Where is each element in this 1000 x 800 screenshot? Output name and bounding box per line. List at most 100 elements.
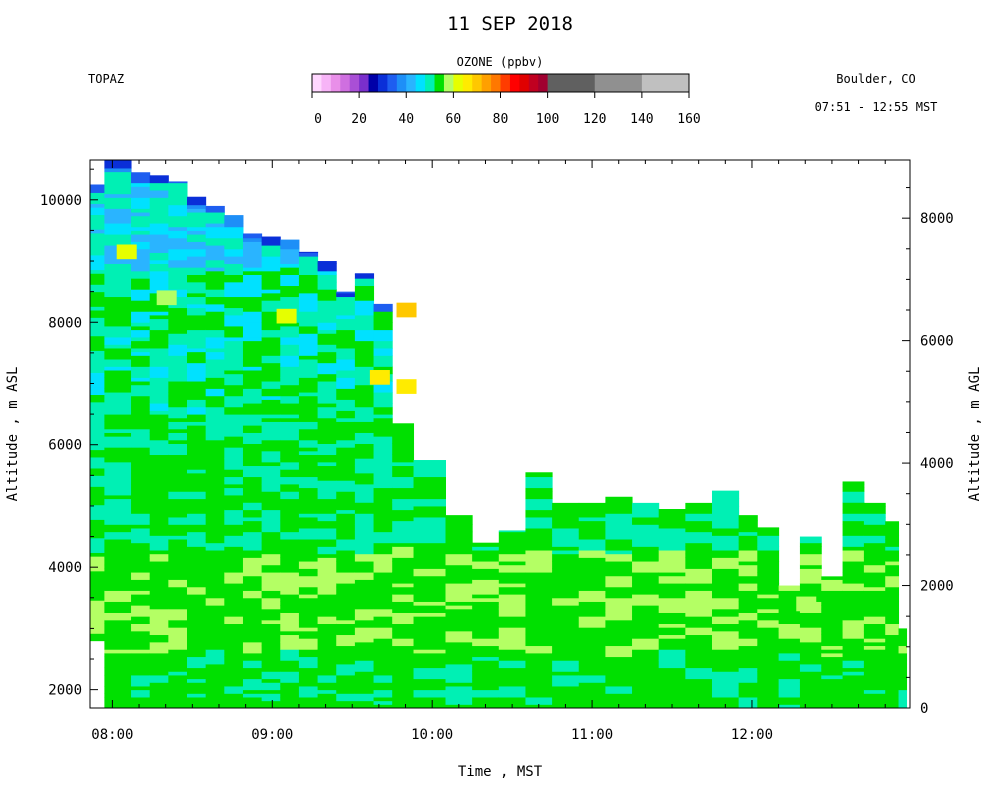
ozone-cell	[525, 561, 553, 573]
ozone-cell	[738, 667, 758, 680]
ozone-cell	[168, 498, 188, 511]
ozone-cell	[149, 263, 169, 272]
ozone-cell	[205, 689, 225, 702]
ozone-cell	[685, 568, 713, 573]
ozone-cell	[373, 663, 393, 669]
ozone-cell	[104, 641, 132, 650]
ozone-cell	[738, 612, 758, 621]
ozone-cell	[104, 358, 132, 367]
ozone-cell	[354, 472, 375, 485]
ozone-cell	[149, 223, 169, 235]
ozone-cell	[578, 516, 606, 522]
ozone-cell	[131, 384, 151, 397]
ozone-cell	[104, 652, 132, 658]
ozone-cell	[261, 531, 281, 544]
ozone-cell	[525, 634, 553, 647]
ozone-cell	[224, 351, 244, 364]
ozone-cell	[413, 527, 447, 536]
ozone-cell	[799, 536, 822, 544]
ozone-cell	[187, 421, 207, 426]
ozone-cell	[104, 550, 132, 555]
ozone-cell	[317, 579, 337, 588]
ozone-cell	[413, 689, 447, 698]
ozone-cell	[242, 491, 263, 503]
ozone-cell	[90, 556, 105, 568]
colorbar-swatch	[500, 74, 511, 92]
ozone-cell	[261, 516, 281, 529]
ozone-cell	[711, 616, 740, 625]
colorbar-swatch	[481, 74, 492, 92]
ozone-cell	[632, 572, 660, 584]
ozone-cell	[885, 700, 900, 708]
ozone-cell	[280, 483, 300, 492]
ozone-cell	[90, 475, 105, 487]
ozone-cell	[472, 678, 500, 691]
ozone-cell	[685, 612, 713, 617]
ozone-cell	[224, 579, 244, 584]
ozone-cell	[373, 667, 393, 672]
ozone-cell	[821, 696, 844, 702]
ozone-cell	[863, 572, 886, 577]
ozone-cell	[168, 381, 188, 393]
ozone-cell	[842, 590, 865, 595]
ozone-cell	[261, 245, 281, 257]
ozone-cell	[413, 575, 447, 588]
ozone-cell	[373, 303, 393, 312]
ozone-cell	[280, 461, 300, 470]
ozone-cell	[131, 454, 151, 463]
y-left-tick-label: 4000	[48, 560, 82, 576]
ozone-cell	[131, 689, 151, 698]
ozone-cell	[317, 329, 337, 334]
ozone-cell	[224, 645, 244, 650]
ozone-cell	[658, 550, 686, 562]
ozone-cell	[711, 535, 740, 547]
ozone-cell	[445, 652, 473, 665]
ozone-cell	[605, 568, 633, 577]
ozone-cell	[799, 682, 822, 694]
ozone-cell	[261, 575, 281, 588]
ozone-cell	[242, 384, 263, 389]
ozone-cell	[168, 278, 188, 290]
ozone-cell	[280, 344, 300, 356]
ozone-cell	[778, 585, 801, 591]
ozone-cell	[168, 535, 188, 540]
ozone-cell	[373, 557, 393, 566]
colorbar-swatch	[472, 74, 483, 92]
ozone-cell	[224, 524, 244, 533]
ozone-cell	[168, 458, 188, 470]
ozone-cell	[187, 513, 207, 525]
ozone-cell	[842, 502, 865, 511]
ozone-cell	[280, 498, 300, 511]
ozone-cell	[738, 515, 758, 522]
ozone-cell	[392, 531, 415, 536]
ozone-cell	[104, 234, 132, 246]
ozone-cell	[632, 638, 660, 650]
ozone-cell	[738, 535, 758, 544]
ozone-cell	[392, 594, 415, 602]
ozone-cell	[632, 660, 660, 672]
ozone-cell	[605, 627, 633, 636]
ozone-cell	[605, 527, 633, 540]
ozone-cell	[224, 663, 244, 672]
ozone-cell	[821, 652, 844, 658]
ozone-cell	[632, 561, 660, 573]
ozone-cell	[205, 267, 225, 272]
ozone-cell	[757, 660, 780, 665]
ozone-cell	[578, 674, 606, 683]
ozone-cell	[168, 226, 188, 231]
ozone-cell	[498, 649, 526, 658]
ozone-cell	[757, 634, 780, 647]
ozone-cell	[685, 553, 713, 558]
ozone-cell	[187, 627, 207, 632]
ozone-cell	[413, 601, 447, 606]
ozone-cell	[242, 336, 263, 342]
ozone-cell	[525, 678, 553, 691]
ozone-cell	[168, 586, 188, 599]
ozone-cell	[90, 273, 105, 285]
ozone-cell	[187, 344, 207, 349]
ozone-cell	[104, 347, 132, 360]
ozone-cell	[336, 674, 356, 687]
ozone-cell	[685, 682, 713, 691]
ozone-cell	[525, 612, 553, 625]
ozone-cell	[711, 546, 740, 551]
